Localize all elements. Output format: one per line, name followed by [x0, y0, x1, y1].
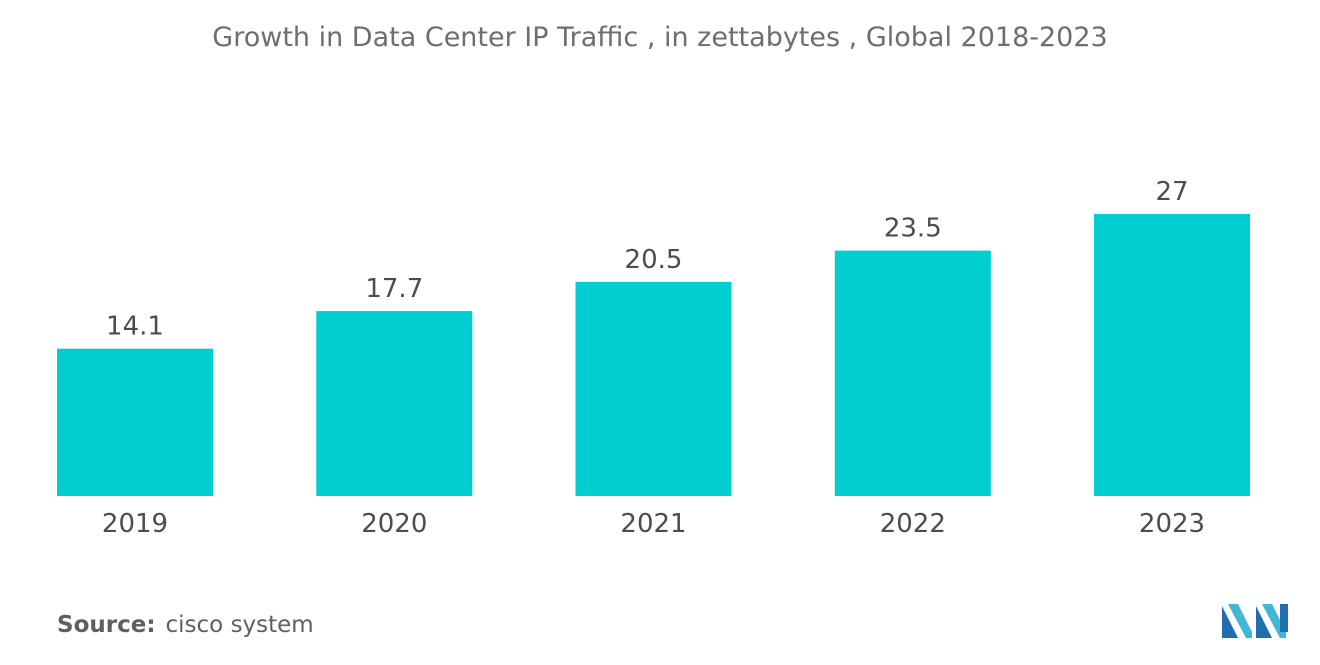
value-label-2020: 17.7 — [365, 274, 423, 304]
bars-group — [57, 214, 1250, 496]
x-tick-label-2022: 2022 — [880, 509, 946, 539]
source-label: Source: — [57, 612, 156, 638]
x-tick-label-2020: 2020 — [361, 509, 427, 539]
x-tick-label-2023: 2023 — [1139, 509, 1205, 539]
bar-2021 — [575, 281, 732, 496]
value-label-2019: 14.1 — [106, 312, 164, 342]
x-tick-label-2019: 2019 — [102, 509, 168, 539]
mordor-intelligence-logo-icon — [1222, 604, 1288, 638]
chart-title: Growth in Data Center IP Traffic , in ze… — [212, 22, 1108, 53]
value-labels-group: 14.1 17.7 20.5 23.5 27 — [106, 177, 1188, 342]
x-tick-label-2021: 2021 — [620, 509, 686, 539]
bar-chart: 14.1 17.7 20.5 23.5 27 2019 2020 2021 2022 2023 — [57, 177, 1250, 539]
value-label-2021: 20.5 — [625, 245, 683, 275]
value-label-2023: 27 — [1155, 177, 1188, 207]
bar-2020 — [316, 311, 473, 496]
bar-2022 — [834, 250, 991, 496]
x-tick-labels-group: 2019 2020 2021 2022 2023 — [102, 509, 1205, 539]
source-text: cisco system — [165, 612, 314, 638]
value-label-2022: 23.5 — [884, 214, 942, 244]
source-note: Source: cisco system — [57, 612, 314, 638]
bar-2023 — [1094, 214, 1250, 496]
bar-2019 — [57, 348, 213, 496]
